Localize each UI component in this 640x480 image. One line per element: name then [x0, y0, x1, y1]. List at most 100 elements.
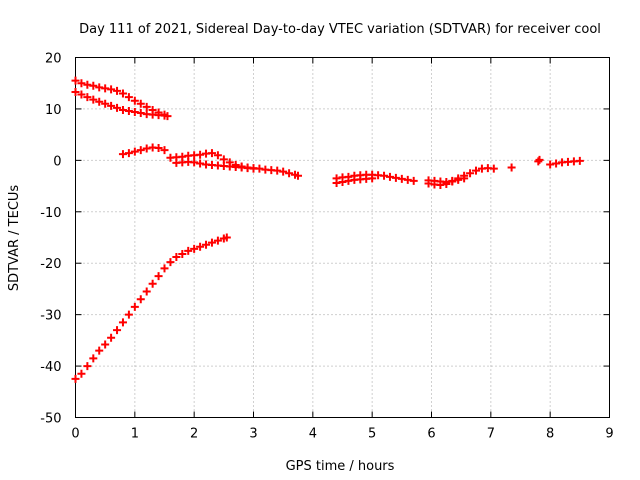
data-point [338, 177, 347, 186]
data-point [118, 318, 127, 327]
series-track-i [424, 174, 469, 186]
series-track-h [424, 164, 498, 190]
data-point [124, 93, 133, 102]
y-tick-label: 0 [53, 154, 61, 169]
data-point [142, 287, 151, 296]
data-point [124, 310, 133, 319]
data-point [118, 150, 127, 159]
y-tick-label: -10 [40, 206, 61, 221]
data-point [101, 340, 110, 349]
data-point [178, 249, 187, 258]
data-points [71, 76, 584, 383]
data-point [89, 95, 98, 104]
data-point [385, 172, 394, 181]
x-tick-label: 6 [427, 427, 435, 442]
data-point [160, 111, 169, 120]
data-point [77, 79, 86, 88]
data-point [124, 106, 133, 115]
series-track-c [118, 143, 169, 159]
series-track-j [507, 155, 544, 172]
data-point [196, 159, 205, 168]
data-point [142, 102, 151, 111]
x-tick-label: 7 [487, 427, 495, 442]
grid [75, 57, 610, 418]
data-point [130, 108, 139, 117]
data-point [190, 244, 199, 253]
data-point [124, 149, 133, 158]
x-tick-label: 5 [368, 427, 376, 442]
data-point [344, 176, 353, 185]
data-point [130, 96, 139, 105]
data-point [196, 150, 205, 159]
data-point [448, 177, 457, 186]
y-tick-label: -50 [40, 412, 61, 427]
series-track-e [172, 157, 258, 173]
data-point [113, 103, 122, 112]
data-point [294, 171, 302, 180]
data-point [219, 155, 228, 164]
data-point [101, 84, 110, 93]
data-point [95, 97, 104, 106]
data-point [113, 86, 122, 95]
y-tick-label: -40 [40, 360, 61, 375]
data-point [142, 144, 151, 153]
x-tick-label: 1 [131, 427, 139, 442]
data-point [466, 169, 475, 178]
data-point [507, 163, 516, 172]
data-point [71, 87, 80, 96]
data-point [107, 333, 116, 342]
data-point [380, 171, 389, 180]
data-point [552, 159, 561, 168]
data-point [136, 146, 145, 155]
data-point [77, 369, 86, 378]
series-track-g [332, 174, 377, 187]
data-point [160, 264, 169, 273]
data-point [534, 157, 543, 166]
x-tick-label: 9 [605, 427, 613, 442]
data-point [368, 174, 377, 183]
data-point [136, 99, 145, 108]
data-point [136, 295, 145, 304]
y-tick-label: -20 [40, 257, 61, 272]
data-point [190, 158, 199, 167]
data-point [213, 236, 222, 245]
data-point [154, 144, 163, 153]
data-point [196, 242, 205, 251]
data-point [107, 85, 116, 94]
x-axis-label: GPS time / hours [286, 459, 395, 474]
data-point [71, 374, 80, 383]
data-point [213, 151, 222, 160]
data-point [172, 253, 181, 262]
y-tick-label: -30 [40, 309, 61, 324]
data-point [130, 302, 139, 311]
data-point [148, 279, 157, 288]
data-point [160, 146, 169, 155]
data-point [77, 90, 86, 99]
data-point [249, 164, 258, 173]
data-point [397, 174, 406, 183]
data-point [332, 178, 341, 187]
data-point [535, 155, 544, 164]
data-point [83, 93, 92, 102]
series-track-d [166, 149, 302, 180]
data-point [222, 233, 231, 242]
series-track-b [71, 87, 169, 120]
data-point [454, 175, 463, 184]
data-point [113, 326, 122, 335]
x-tick-label: 0 [71, 427, 79, 442]
data-point [118, 105, 127, 114]
data-point [575, 156, 584, 165]
data-point [107, 101, 116, 110]
data-point [136, 109, 145, 118]
data-point [118, 89, 127, 98]
data-point [166, 258, 175, 267]
series-track-k [546, 156, 584, 169]
data-point [184, 246, 193, 255]
data-point [207, 149, 216, 158]
data-point [285, 169, 294, 178]
x-tick-label: 2 [190, 427, 198, 442]
data-point [101, 99, 110, 108]
data-point [71, 76, 80, 85]
data-point [279, 167, 288, 176]
